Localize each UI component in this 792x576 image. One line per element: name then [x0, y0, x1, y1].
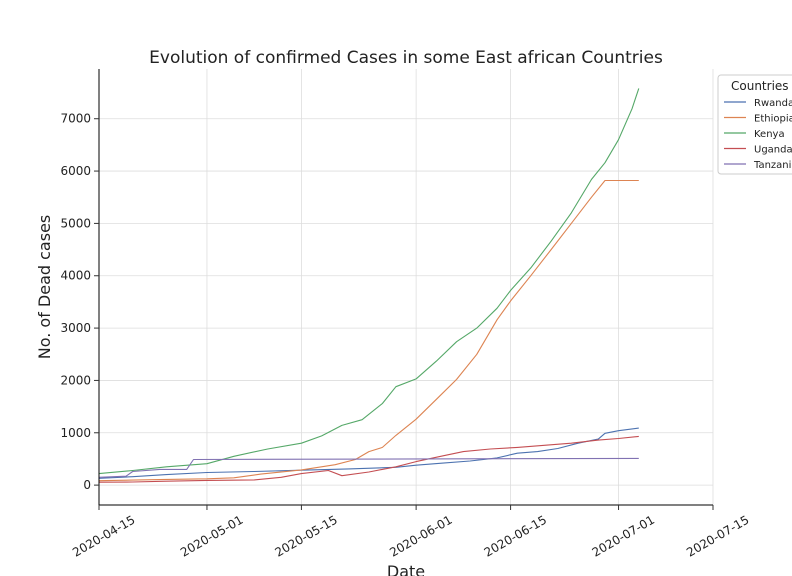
- y-axis-ticks: 0 1000 2000 3000 4000 5000 6000 7000: [60, 112, 99, 492]
- y-axis-label: No. of Dead cases: [35, 215, 54, 359]
- y-tick-label: 6000: [60, 164, 91, 178]
- y-tick-label: 3000: [60, 321, 91, 335]
- legend-label-uganda: Uganda: [754, 145, 792, 156]
- legend: Countries Rwanda Ethiopia Kenya Uganda Tanza…: [717, 74, 792, 175]
- y-tick-label: 1000: [60, 426, 91, 440]
- series-line-uganda: [98, 435, 639, 483]
- series-line-ethiopia: [98, 179, 639, 482]
- legend-box: [717, 74, 792, 175]
- legend-title: Countries: [731, 79, 789, 93]
- y-tick-label: 5000: [60, 216, 91, 230]
- series-lines: [98, 88, 640, 483]
- series-line-kenya: [98, 88, 640, 475]
- y-tick-label: 4000: [60, 269, 91, 283]
- chart-title: Evolution of confirmed Cases in some Eas…: [149, 48, 663, 68]
- grid-lines: [98, 69, 714, 505]
- series-line-tanzania: [98, 457, 639, 478]
- legend-label-kenya: Kenya: [754, 129, 785, 140]
- legend-label-ethiopia: Ethiopia: [754, 114, 792, 125]
- x-axis-label: Date: [387, 562, 425, 576]
- y-tick-label: 2000: [60, 373, 91, 387]
- y-tick-label: 0: [83, 478, 91, 492]
- legend-label-rwanda: Rwanda: [754, 98, 792, 109]
- legend-label-tanzania: Tanzania: [753, 160, 792, 171]
- y-tick-label: 7000: [60, 112, 91, 126]
- series-line-rwanda: [98, 427, 639, 479]
